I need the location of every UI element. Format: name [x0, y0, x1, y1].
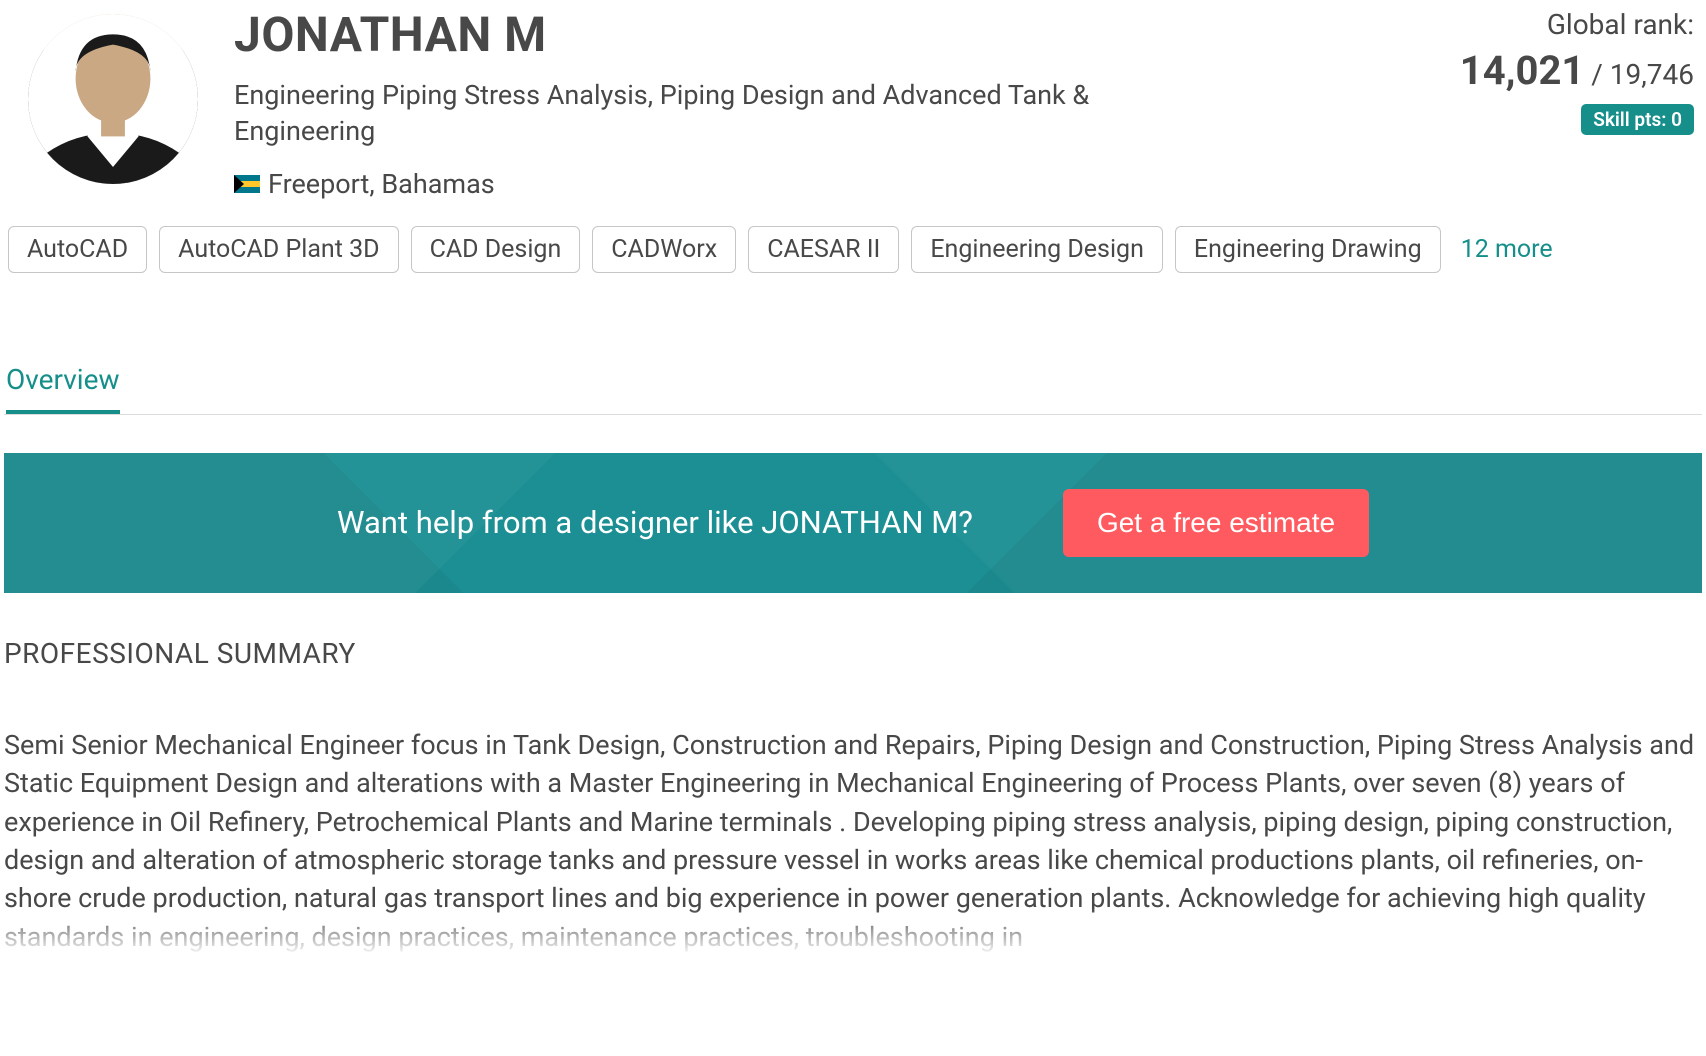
rank-numbers: 14,021 / 19,746 — [1460, 47, 1694, 94]
skill-tag[interactable]: CADWorx — [592, 226, 736, 273]
skill-tag[interactable]: Engineering Drawing — [1175, 226, 1441, 273]
skill-tag[interactable]: CAD Design — [411, 226, 581, 273]
profile-name: JONATHAN M — [234, 6, 1460, 63]
flag-icon — [234, 175, 260, 193]
rank-separator: / — [1584, 58, 1609, 91]
profile-tagline: Engineering Piping Stress Analysis, Pipi… — [234, 77, 1104, 150]
tags-row: AutoCAD AutoCAD Plant 3D CAD Design CADW… — [4, 226, 1702, 273]
cta-banner: Want help from a designer like JONATHAN … — [4, 453, 1702, 593]
skill-tag[interactable]: Engineering Design — [911, 226, 1163, 273]
skill-tag[interactable]: CAESAR II — [748, 226, 899, 273]
profile-header: JONATHAN M Engineering Piping Stress Ana… — [4, 0, 1702, 200]
cta-text: Want help from a designer like JONATHAN … — [337, 504, 973, 541]
rank-position: 14,021 — [1460, 47, 1585, 94]
rank-label: Global rank: — [1460, 8, 1694, 41]
skill-tag[interactable]: AutoCAD — [8, 226, 147, 273]
more-tags-link[interactable]: 12 more — [1461, 235, 1553, 264]
tab-overview[interactable]: Overview — [6, 363, 120, 414]
skill-pts-badge: Skill pts: 0 — [1581, 104, 1694, 135]
skill-tag[interactable]: AutoCAD Plant 3D — [159, 226, 398, 273]
rank-total: 19,746 — [1610, 58, 1694, 91]
get-estimate-button[interactable]: Get a free estimate — [1063, 489, 1369, 557]
summary-body: Semi Senior Mechanical Engineer focus in… — [4, 726, 1702, 956]
tabs-row: Overview — [4, 363, 1702, 415]
location-row: Freeport, Bahamas — [234, 168, 1460, 200]
avatar — [28, 14, 198, 184]
location-text: Freeport, Bahamas — [268, 168, 495, 200]
rank-block: Global rank: 14,021 / 19,746 Skill pts: … — [1460, 6, 1702, 135]
name-block: JONATHAN M Engineering Piping Stress Ana… — [198, 6, 1460, 200]
summary-heading: PROFESSIONAL SUMMARY — [4, 637, 1702, 670]
summary-body-wrapper: Semi Senior Mechanical Engineer focus in… — [4, 726, 1702, 956]
